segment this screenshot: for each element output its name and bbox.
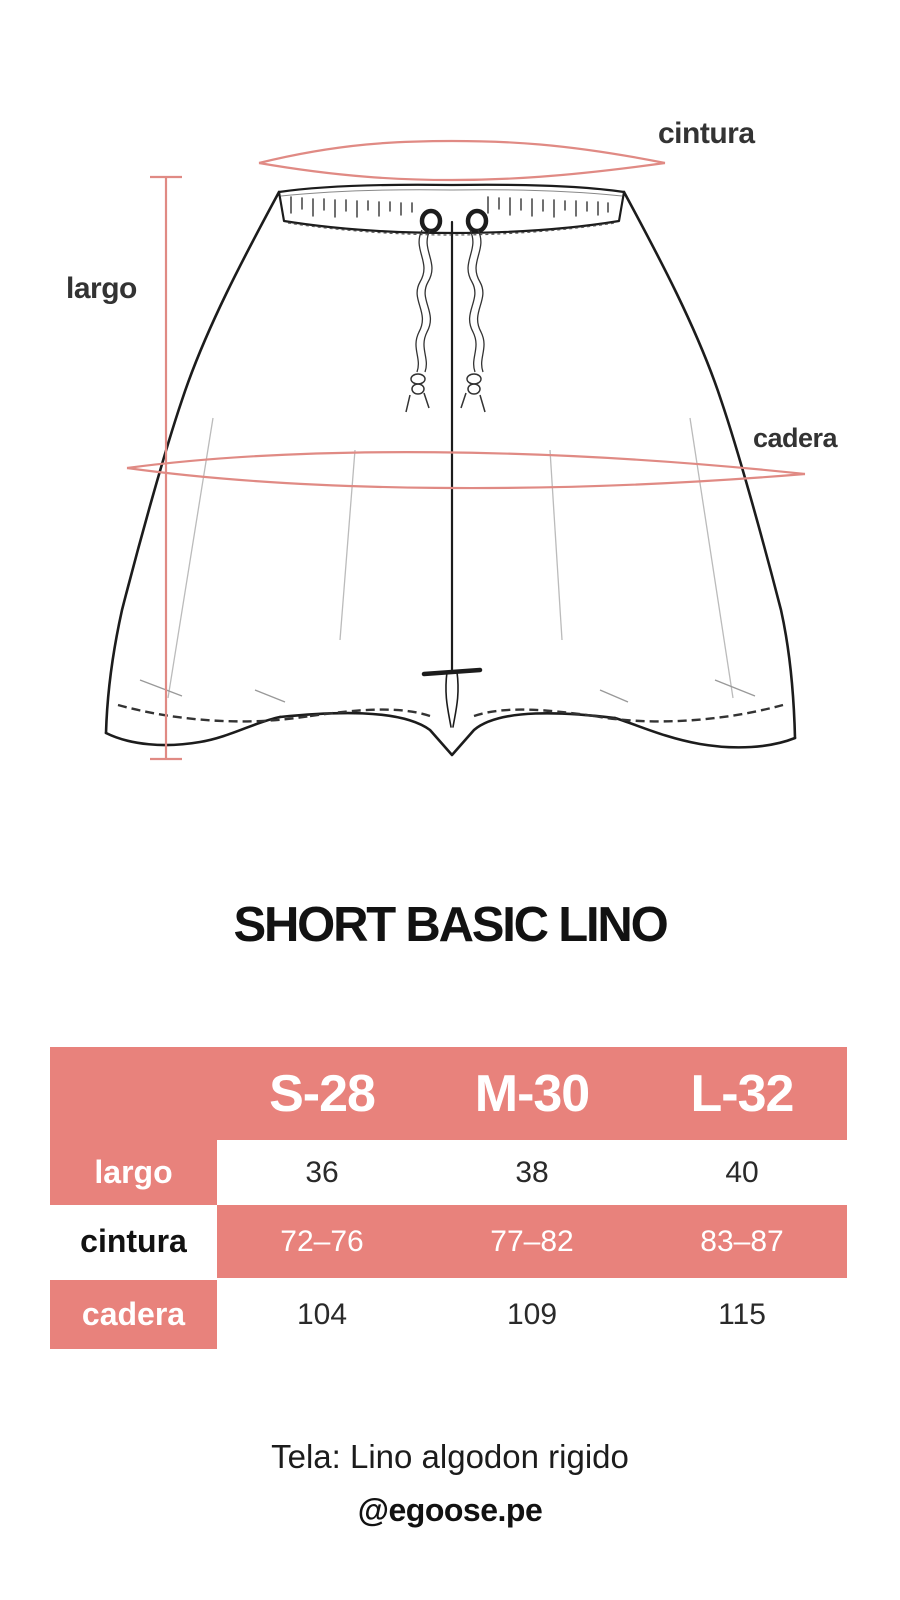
svg-text:largo: largo xyxy=(66,272,137,305)
svg-text:cadera: cadera xyxy=(753,423,839,453)
svg-text:cintura: cintura xyxy=(658,117,755,150)
